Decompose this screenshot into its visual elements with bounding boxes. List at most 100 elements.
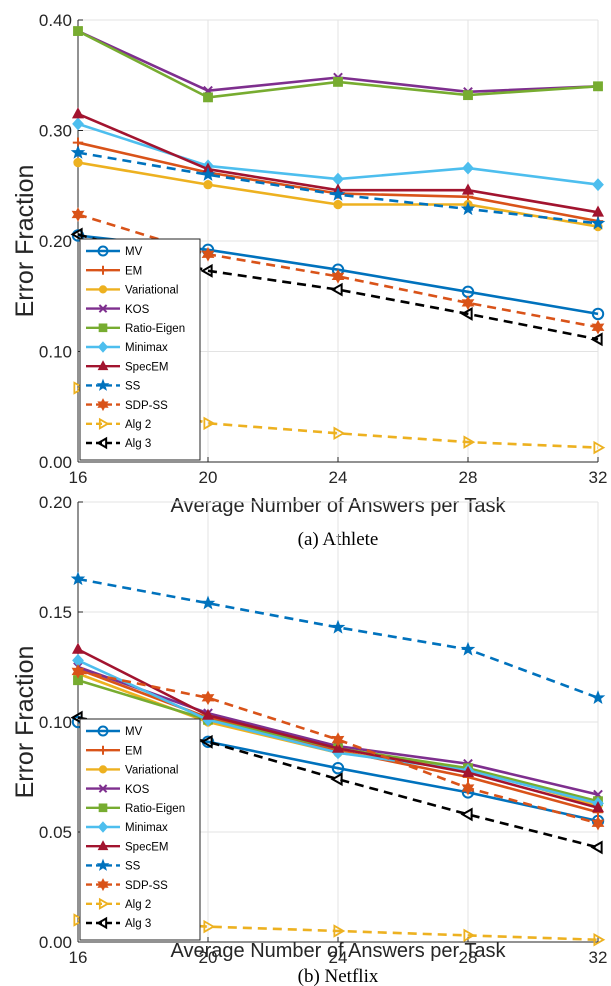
legend-label-ratio-eigen: Ratio-Eigen	[125, 323, 185, 335]
x-tick-label: 20	[199, 468, 218, 487]
data-point-sdp-ss	[331, 269, 345, 284]
legend-marker-em	[98, 265, 108, 275]
data-point-variational	[73, 157, 83, 168]
x-tick-label: 24	[329, 468, 348, 487]
series-specem	[71, 642, 605, 813]
data-point-variational	[203, 179, 213, 190]
data-point-alg-2	[593, 440, 606, 455]
legend-marker-ss	[96, 378, 110, 391]
x-tick-label: 24	[329, 948, 348, 967]
legend-label-sdp-ss: SDP-SS	[125, 880, 168, 892]
data-point-ss	[70, 144, 86, 159]
data-point-alg-2	[73, 913, 86, 927]
legend-marker-alg-2	[98, 897, 110, 910]
data-point-alg-3	[200, 263, 213, 278]
data-point-alg-3	[70, 227, 83, 242]
data-point-minimax	[72, 117, 84, 131]
legend-marker-alg-2	[98, 417, 110, 430]
x-axis-label: Average Number of Answers per Task	[171, 940, 507, 962]
legend-label-mv: MV	[125, 726, 143, 738]
data-point-minimax	[332, 172, 344, 186]
data-point-specem	[461, 183, 475, 195]
data-point-ratio-eigen	[73, 26, 83, 36]
data-point-ss	[70, 571, 86, 586]
data-point-ss	[590, 215, 606, 230]
chart-caption: (b) Netflix	[298, 966, 379, 986]
y-tick-label: 0.30	[39, 122, 72, 141]
data-point-specem	[461, 765, 475, 777]
data-point-alg-2	[73, 381, 86, 395]
x-tick-label: 28	[459, 948, 478, 967]
legend-marker-minimax	[97, 821, 109, 833]
data-point-alg-2	[333, 924, 346, 938]
data-point-mv	[591, 307, 605, 321]
data-point-alg-2	[203, 919, 216, 934]
data-point-specem	[591, 801, 605, 813]
data-point-specem	[331, 741, 345, 753]
y-tick-label: 0.00	[39, 453, 72, 472]
data-point-alg-2	[203, 416, 216, 431]
legend-label-specem: SpecEM	[125, 361, 168, 373]
y-tick-label: 0.20	[39, 493, 72, 512]
data-point-ss	[330, 186, 346, 201]
data-point-sdp-ss	[461, 780, 475, 796]
y-tick-label: 0.40	[39, 11, 72, 30]
data-point-alg-3	[70, 710, 83, 725]
series-line-alg-2	[77, 386, 599, 449]
data-point-sdp-ss	[71, 664, 85, 679]
legend-marker-em	[98, 745, 108, 755]
legend-marker-alg-3	[96, 916, 108, 930]
data-point-alg-2	[593, 933, 606, 947]
data-point-sdp-ss	[461, 295, 475, 311]
series-line-sdp-ss	[77, 670, 599, 825]
data-point-alg-3	[590, 840, 603, 855]
data-point-ss	[200, 167, 216, 181]
data-point-ss	[460, 641, 476, 656]
data-point-minimax	[462, 161, 474, 175]
legend-label-alg-2: Alg 2	[125, 899, 151, 911]
data-point-ss	[590, 690, 606, 704]
netflix-chart: 0.00 0.05 0.10 0.15 0.20 16 20 24 28 32 Average Nu…	[11, 493, 607, 986]
series-line-ss	[77, 577, 599, 700]
legend: MV EM Variational KOS Ratio-Eigen Minimax Spec…	[79, 718, 201, 941]
data-point-ratio-eigen	[593, 81, 603, 92]
data-point-alg-2	[463, 435, 476, 449]
data-point-alg-3	[330, 282, 343, 297]
legend-label-specem: SpecEM	[125, 841, 168, 853]
y-tick-label: 0.20	[39, 232, 72, 251]
legend: MV EM Variational KOS Ratio-Eigen Minimax Spec…	[79, 238, 201, 461]
data-point-sdp-ss	[201, 246, 215, 262]
legend-marker-alg-3	[96, 436, 108, 450]
series-alg-2	[73, 381, 606, 455]
y-tick-label: 0.05	[39, 823, 72, 842]
legend-marker-variational	[98, 285, 108, 294]
data-point-alg-3	[330, 772, 343, 787]
legend-label-ss: SS	[125, 381, 141, 393]
data-point-specem	[201, 708, 215, 720]
legend-marker-ratio-eigen	[98, 803, 108, 813]
data-point-alg-3	[460, 307, 473, 321]
series-ratio-eigen	[73, 26, 603, 103]
legend-marker-sdp-ss	[97, 398, 109, 412]
data-point-alg-2	[463, 928, 476, 943]
y-tick-label: 0.10	[39, 713, 72, 732]
series-line-alg-3	[77, 233, 599, 341]
legend-label-em: EM	[125, 745, 142, 757]
y-tick-label: 0.15	[39, 603, 72, 622]
series-ss	[70, 571, 606, 704]
y-axis-label: Error Fraction	[11, 646, 39, 799]
legend-label-ss: SS	[125, 861, 141, 873]
data-point-specem	[71, 107, 85, 119]
data-point-alg-2	[333, 426, 346, 441]
legend-label-alg-2: Alg 2	[125, 419, 151, 431]
data-point-ss	[330, 619, 346, 634]
series-ss	[70, 144, 606, 230]
legend-marker-minimax	[97, 341, 109, 353]
legend-marker-kos	[98, 304, 108, 313]
x-tick-label: 20	[199, 948, 218, 967]
data-point-sdp-ss	[71, 207, 85, 222]
x-tick-label: 28	[459, 468, 478, 487]
legend-label-alg-3: Alg 3	[125, 918, 151, 930]
y-tick-label: 0.00	[39, 933, 72, 952]
